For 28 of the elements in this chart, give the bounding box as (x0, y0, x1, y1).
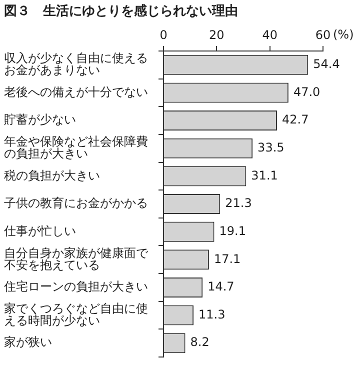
data-label: 19.1 (219, 224, 246, 238)
y-tick-label: 税の負担が大きい (4, 168, 100, 182)
data-label: 17.1 (214, 252, 241, 266)
data-label: 8.2 (190, 335, 210, 350)
y-tick-label: 子供の教育にお金がかかる (4, 196, 148, 210)
x-axis-title: (%) (333, 28, 354, 42)
y-tick-label: 収入が少なく自由に使えるお金があまりない (4, 51, 148, 78)
data-label: 42.7 (282, 112, 309, 127)
y-tick-label: 年金や保険など社会保障費の負担が大きい (4, 134, 148, 160)
y-tick-label: 自分自身か家族が健康面で不安を抱えている (4, 246, 149, 272)
y-tick-label: 家が狭い (4, 335, 52, 350)
y-tick-label: 住宅ローンの負担が大きい (3, 280, 148, 294)
chart-title: 図３ 生活にゆとりを感じられない理由 (4, 3, 238, 20)
y-tick-label: 貯蓄が少ない (4, 112, 76, 127)
data-label: 54.4 (313, 57, 340, 72)
data-label: 21.3 (225, 196, 252, 210)
x-tick-label: 0 (160, 28, 168, 42)
data-label: 11.3 (198, 307, 226, 322)
data-label: 33.5 (258, 140, 284, 154)
data-label: 14.7 (208, 280, 234, 294)
y-tick-label: 家でくつろぐなど自由に使える時間が少ない (4, 301, 148, 328)
x-tick-label: 40 (262, 28, 278, 42)
x-tick-label: 20 (209, 28, 224, 42)
y-tick-label: 仕事が忙しい (3, 224, 76, 238)
y-tick-label: 老後への備えが十分でない (4, 84, 148, 99)
data-label: 47.0 (293, 84, 320, 99)
x-tick-label: 60 (315, 28, 331, 42)
data-label: 31.1 (251, 168, 278, 182)
